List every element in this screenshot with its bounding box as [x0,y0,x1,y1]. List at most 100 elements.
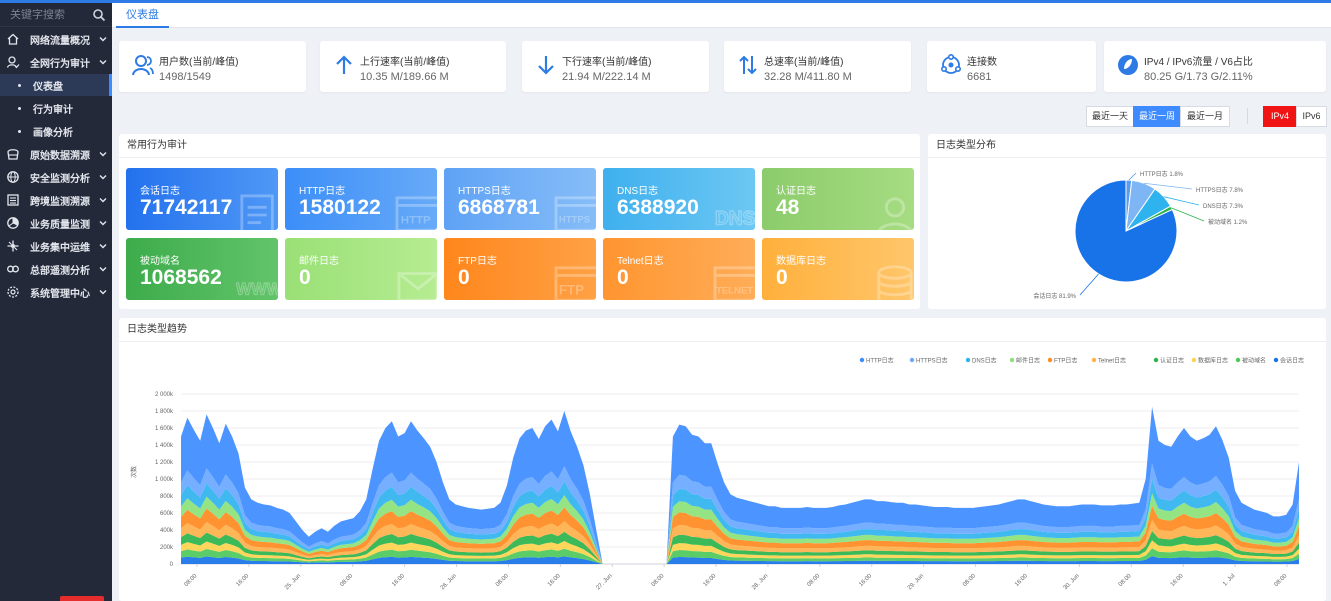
audit-tile-4[interactable]: 认证日志 48 [762,168,914,230]
sidebar-item-label: 跨境监测溯源 [30,196,90,208]
legend-item[interactable]: DNS日志 [972,357,997,365]
audit-tile-1[interactable]: HTTP HTTP日志 1580122 [285,168,437,230]
sidebar-subitem-label: 仪表盘 [33,81,63,93]
link-icon [6,262,20,276]
stat-title: 上行速率(当前/峰值) [360,57,450,68]
sidebar-item-9[interactable]: 业务集中运维 [0,235,112,257]
y-tick-label: 600k [160,511,174,517]
sidebar-item-7[interactable]: 跨境监测溯源 [0,189,112,211]
range-day-button[interactable]: 最近一天 [1086,106,1134,127]
log-distribution-panel: 日志类型分布 HTTP日志 1.8% HTTPS日志 7.8% DNS日志 7.3%… [928,134,1326,309]
audit-tile-0[interactable]: 会话日志 71742117 [126,168,278,230]
sidebar-subitem-3[interactable]: 行为审计 [0,97,112,119]
area-series-0[interactable] [181,406,1299,564]
sidebar-item-11[interactable]: 系统管理中心 [0,281,112,303]
x-tick-label: 08:00 [495,573,510,588]
legend-item[interactable]: 邮件日志 [1016,357,1040,365]
tab-dashboard[interactable]: 仪表盘 [116,3,169,28]
x-tick-label: 08:00 [184,573,199,588]
y-tick-label: 400k [160,528,174,534]
home-icon [6,32,20,46]
tile-value: 48 [776,196,800,219]
audit-tile-2[interactable]: HTTPS HTTPS日志 6868781 [444,168,596,230]
tile-deco-icon: WWW [236,280,278,299]
sidebar-item-10[interactable]: 总部遥测分析 [0,258,112,280]
y-tick-label: 1 000k [155,477,174,483]
legend-item[interactable]: 认证日志 [1160,357,1184,365]
sidebar-item-label: 安全监测分析 [30,173,90,185]
x-tick-label: 08:00 [806,573,821,588]
audit-tile-8[interactable]: TELNET Telnet日志 0 [603,238,755,300]
x-tick-label: 16:00 [858,573,873,588]
stat-value: 80.25 G/1.73 G/2.11% [1144,71,1253,83]
area-series-8[interactable] [181,548,1299,564]
chevron-down-icon [99,152,107,157]
audit-tile-5[interactable]: WWW 被动域名 1068562 [126,238,278,300]
stat-card-2: 下行速率(当前/峰值) 21.94 M/222.14 M [522,41,709,92]
ipv6-button[interactable]: IPv6 [1296,106,1327,127]
search-icon[interactable] [92,8,106,22]
legend-item[interactable]: HTTPS日志 [916,357,948,365]
area-series-9[interactable] [181,556,1299,564]
stat-card-4: 连接数 6681 [927,41,1096,92]
gear-icon [6,285,20,299]
legend-item[interactable]: 被动域名 [1242,357,1266,365]
sidebar-item-6[interactable]: 安全监测分析 [0,166,112,188]
range-divider [1247,108,1248,124]
svg-text:DNS: DNS [715,209,755,230]
tile-deco-icon: TELNET [713,266,755,300]
log-trend-area-chart: 0 200k 400k 600k 800k 1 000k 1 200k 1 400k 1 600… [130,357,1304,592]
legend-item[interactable]: 会话日志 [1280,357,1304,365]
x-tick-label: 27. Jun [595,573,613,591]
stat-card-3: 总速率(当前/峰值) 32.28 M/411.80 M [724,41,911,92]
range-week-button[interactable]: 最近一周 [1133,106,1181,127]
legend-item[interactable]: FTP日志 [1054,357,1077,365]
stat-title: 下行速率(当前/峰值) [562,57,652,68]
legend-marker [1273,357,1279,363]
audit-tile-7[interactable]: FTP FTP日志 0 [444,238,596,300]
audit-panel: 常用行为审计 会话日志 71742117 HTTP HTTP日志 1580122 HTTP… [119,134,920,309]
search-input[interactable] [10,8,92,21]
tab-bar: 仪表盘 [112,3,1331,28]
x-tick-label: 08:00 [339,573,354,588]
y-tick-label: 1 800k [155,409,174,415]
bullet-dot [18,106,21,110]
audit-tile-6[interactable]: 邮件日志 0 [285,238,437,300]
sidebar-subitem-2[interactable]: 仪表盘 [0,74,112,96]
alert-badge[interactable] [60,596,104,601]
tile-deco-icon: DNS [714,208,755,230]
pie-slice-0[interactable] [1074,179,1178,283]
x-tick-label: 16:00 [547,573,562,588]
legend-marker [1235,357,1241,363]
tile-label: HTTP日志 [299,186,346,197]
dashboard-icon [6,216,20,230]
legend-item[interactable]: Telnet日志 [1098,357,1126,365]
tile-label: Telnet日志 [617,256,664,267]
sidebar-item-1[interactable]: 全网行为审计 [0,51,112,73]
sidebar-item-label: 总部遥测分析 [30,265,90,277]
bullet-dot [18,129,21,133]
network-icon [6,239,20,253]
legend-marker [1047,357,1053,363]
chevron-down-icon [99,267,107,272]
tile-value: 71742117 [140,196,233,219]
audit-tile-3[interactable]: DNS DNS日志 6388920 [603,168,755,230]
stat-value: 6681 [967,71,992,83]
sidebar-item-0[interactable]: 网络流量概况 [0,28,112,50]
legend-item[interactable]: 数据库日志 [1198,357,1228,365]
sidebar-item-8[interactable]: 业务质量监测 [0,212,112,234]
tile-value: 1068562 [140,266,222,289]
y-tick-label: 1 200k [155,460,174,466]
pie-leader-line [1171,207,1205,222]
audit-tile-9[interactable]: 数据库日志 0 [762,238,914,300]
legend-item[interactable]: HTTP日志 [866,357,894,365]
svg-text:HTTP: HTTP [401,215,431,227]
chevron-down-icon [99,221,107,226]
sidebar: 网络流量概况全网行为审计仪表盘行为审计画像分析原始数据溯源安全监测分析跨境监测溯… [0,3,112,601]
ipv4-button[interactable]: IPv4 [1263,106,1297,127]
range-month-button[interactable]: 最近一月 [1180,106,1230,127]
sidebar-subitem-4[interactable]: 画像分析 [0,120,112,142]
area-series-7[interactable] [181,540,1299,564]
sidebar-item-5[interactable]: 原始数据溯源 [0,143,112,165]
x-tick-label: 08:00 [651,573,666,588]
